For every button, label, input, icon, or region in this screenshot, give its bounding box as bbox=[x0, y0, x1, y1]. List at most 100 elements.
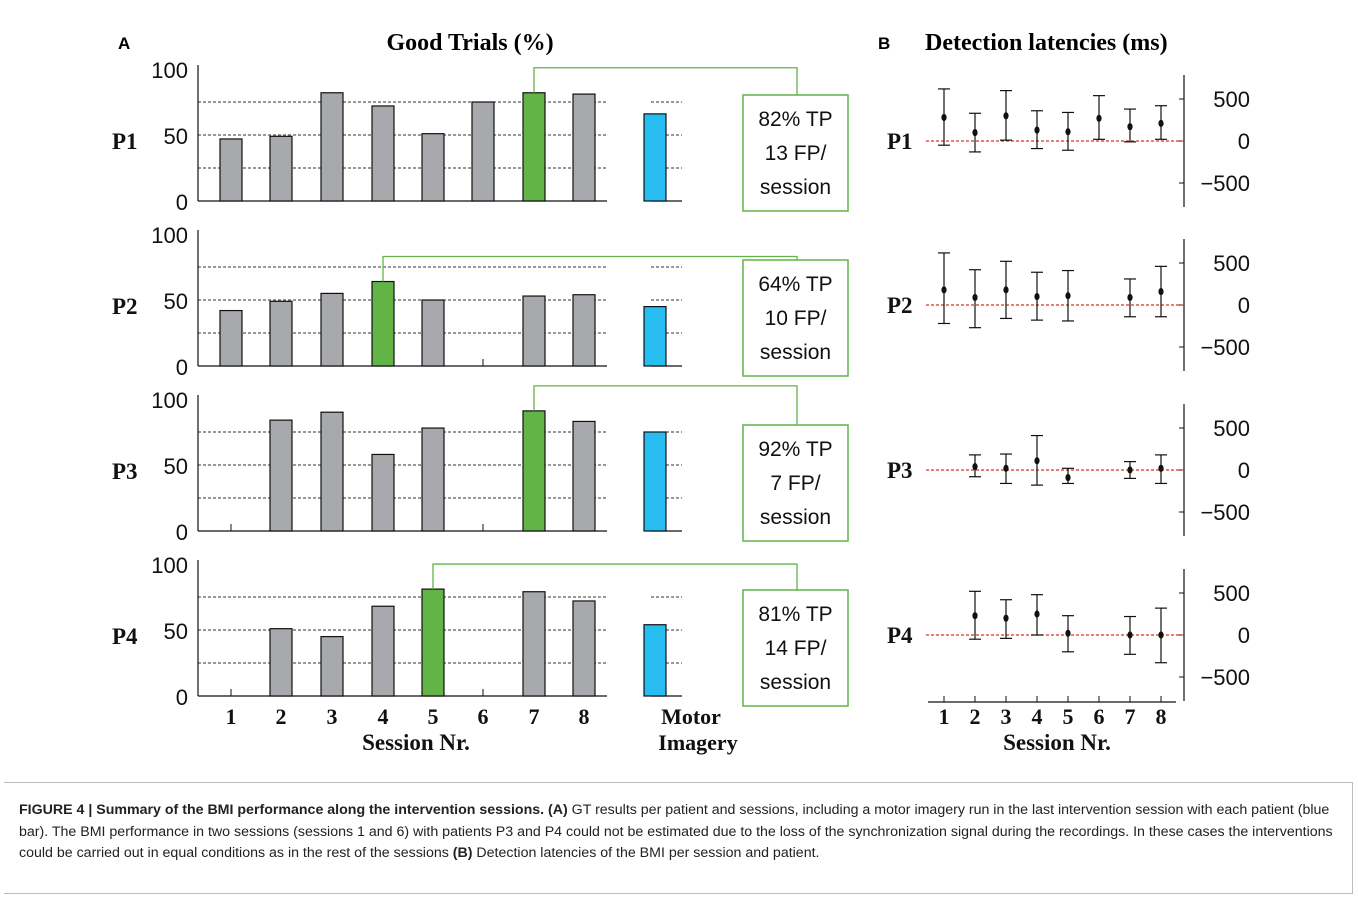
annotation-line-p4-1: 81% TP bbox=[758, 603, 832, 626]
annotation-connector-p3 bbox=[533, 385, 798, 425]
caption-frame bbox=[4, 782, 1353, 894]
bar-p1-session-2 bbox=[269, 135, 293, 202]
figure-caption: FIGURE 4 | Summary of the BMI performanc… bbox=[19, 800, 1339, 865]
bar-p2-motor-imagery bbox=[643, 306, 667, 367]
y-tick-label-p2-0: 0 bbox=[176, 355, 188, 380]
bar-p3-session-8 bbox=[572, 420, 596, 532]
row-label-b-p1: P1 bbox=[887, 129, 913, 154]
mean-point-p4-3 bbox=[1003, 614, 1009, 622]
caption-b-label: (B) bbox=[452, 845, 473, 861]
y-tick-label-p3-100: 100 bbox=[151, 388, 188, 413]
latency-tick-label-p2-1: 0 bbox=[1238, 293, 1250, 318]
panel-a-letter: A bbox=[118, 34, 130, 53]
annotation-box-p3 bbox=[742, 424, 849, 542]
panel-b-letter: B bbox=[878, 34, 890, 53]
mean-point-p2-8 bbox=[1158, 287, 1164, 296]
mean-point-p4-4 bbox=[1034, 610, 1040, 618]
mean-point-p2-7 bbox=[1127, 293, 1133, 302]
x-tick-label-4: 4 bbox=[378, 704, 389, 729]
latency-x-tick-label-8: 8 bbox=[1156, 704, 1167, 729]
y-tick-label-p1-50: 50 bbox=[164, 124, 188, 149]
x-tick-label-6: 6 bbox=[478, 704, 489, 729]
annotation-box-p4 bbox=[742, 589, 849, 707]
mean-point-p1-4 bbox=[1034, 126, 1040, 134]
bar-p2-session-5 bbox=[421, 299, 445, 367]
mean-point-p3-5 bbox=[1065, 473, 1071, 482]
mean-point-p2-5 bbox=[1065, 292, 1071, 300]
annotation-line-p2-1: 64% TP bbox=[758, 273, 832, 296]
bar-p2-session-8 bbox=[572, 294, 596, 367]
latency-x-tick-label-1: 1 bbox=[939, 704, 950, 729]
x-tick-label-8: 8 bbox=[579, 704, 590, 729]
mean-point-p3-3 bbox=[1003, 464, 1009, 472]
x-tick-label-7: 7 bbox=[529, 704, 540, 729]
y-tick-label-p1-100: 100 bbox=[151, 58, 188, 83]
caption-a-label: (A) bbox=[548, 802, 568, 818]
bar-p4-session-4 bbox=[371, 605, 395, 697]
bar-p1-session-5 bbox=[421, 133, 445, 202]
x-axis-label-b: Session Nr. bbox=[1003, 730, 1111, 755]
mean-point-p1-1 bbox=[941, 113, 947, 122]
annotation-connector-p1 bbox=[533, 67, 798, 95]
bar-p2-session-2 bbox=[269, 300, 293, 367]
x-tick-label-3: 3 bbox=[327, 704, 338, 729]
mean-point-p1-8 bbox=[1158, 119, 1164, 127]
x-tick-label-5: 5 bbox=[428, 704, 439, 729]
latency-tick-label-p1-0: 500 bbox=[1213, 87, 1250, 112]
caption-lead: FIGURE 4 | Summary of the BMI performanc… bbox=[19, 802, 545, 818]
y-tick-label-p4-100: 100 bbox=[151, 553, 188, 578]
latency-x-tick-label-2: 2 bbox=[970, 704, 981, 729]
mean-point-p1-5 bbox=[1065, 128, 1071, 136]
latency-tick-label-p4-0: 500 bbox=[1213, 581, 1250, 606]
annotation-line-p3-3: session bbox=[760, 506, 831, 529]
panel-a-title: Good Trials (%) bbox=[386, 30, 553, 56]
latency-tick-label-p3-1: 0 bbox=[1238, 458, 1250, 483]
bar-p4-motor-imagery bbox=[643, 624, 667, 697]
bar-p1-session-3 bbox=[320, 92, 344, 202]
bar-p1-session-7 bbox=[522, 92, 546, 202]
y-tick-label-p4-50: 50 bbox=[164, 619, 188, 644]
x-tick-label-2: 2 bbox=[276, 704, 287, 729]
annotation-box-p1 bbox=[742, 94, 849, 212]
mean-point-p2-4 bbox=[1034, 293, 1040, 301]
row-label-p4: P4 bbox=[112, 624, 138, 649]
bar-p3-session-7 bbox=[522, 410, 546, 532]
annotation-line-p4-2: 14 FP/ bbox=[765, 637, 827, 660]
annotation-box-p2 bbox=[742, 259, 849, 377]
x-tick-label-1: 1 bbox=[226, 704, 237, 729]
latency-tick-label-p1-1: 0 bbox=[1238, 129, 1250, 154]
bar-p4-session-8 bbox=[572, 600, 596, 697]
mean-point-p4-8 bbox=[1158, 631, 1164, 639]
panel-b-title: Detection latencies (ms) bbox=[925, 30, 1168, 56]
latency-tick-label-p3-2: −500 bbox=[1200, 500, 1250, 525]
figure-canvas: A Good Trials (%) B Detection latencies … bbox=[112, 30, 1250, 755]
y-tick-label-p2-50: 50 bbox=[164, 289, 188, 314]
bar-p3-session-3 bbox=[320, 411, 344, 532]
bar-p4-session-2 bbox=[269, 628, 293, 697]
annotation-line-p1-1: 82% TP bbox=[758, 108, 832, 131]
mean-point-p3-2 bbox=[972, 463, 978, 471]
annotation-line-p3-1: 92% TP bbox=[758, 438, 832, 461]
latency-x-tick-label-3: 3 bbox=[1001, 704, 1012, 729]
latency-tick-label-p3-0: 500 bbox=[1213, 416, 1250, 441]
latency-tick-label-p4-1: 0 bbox=[1238, 623, 1250, 648]
bar-p1-session-4 bbox=[371, 105, 395, 202]
x-tick-label-imagery: Imagery bbox=[658, 730, 737, 755]
bar-p1-motor-imagery bbox=[643, 113, 667, 202]
row-label-p3: P3 bbox=[112, 459, 138, 484]
annotation-line-p3-2: 7 FP/ bbox=[770, 472, 820, 495]
bar-p2-session-3 bbox=[320, 292, 344, 367]
bar-p1-session-6 bbox=[471, 101, 495, 202]
latency-tick-label-p2-2: −500 bbox=[1200, 335, 1250, 360]
x-tick-label-motor: Motor bbox=[661, 704, 721, 729]
bar-p1-session-8 bbox=[572, 93, 596, 202]
bar-p1-session-1 bbox=[219, 138, 243, 202]
bar-p3-session-2 bbox=[269, 419, 293, 532]
annotation-line-p2-3: session bbox=[760, 341, 831, 364]
bar-p2-session-4 bbox=[371, 280, 395, 367]
row-label-b-p4: P4 bbox=[887, 623, 913, 648]
latency-x-tick-label-5: 5 bbox=[1063, 704, 1074, 729]
bar-p4-session-5 bbox=[421, 588, 445, 697]
panel-b-latency-charts: 500 0 −500 P1 500 0 −500 P2 500 0 −500 P3 500 0 −500 P4… bbox=[887, 75, 1250, 755]
latency-x-tick-label-6: 6 bbox=[1094, 704, 1105, 729]
